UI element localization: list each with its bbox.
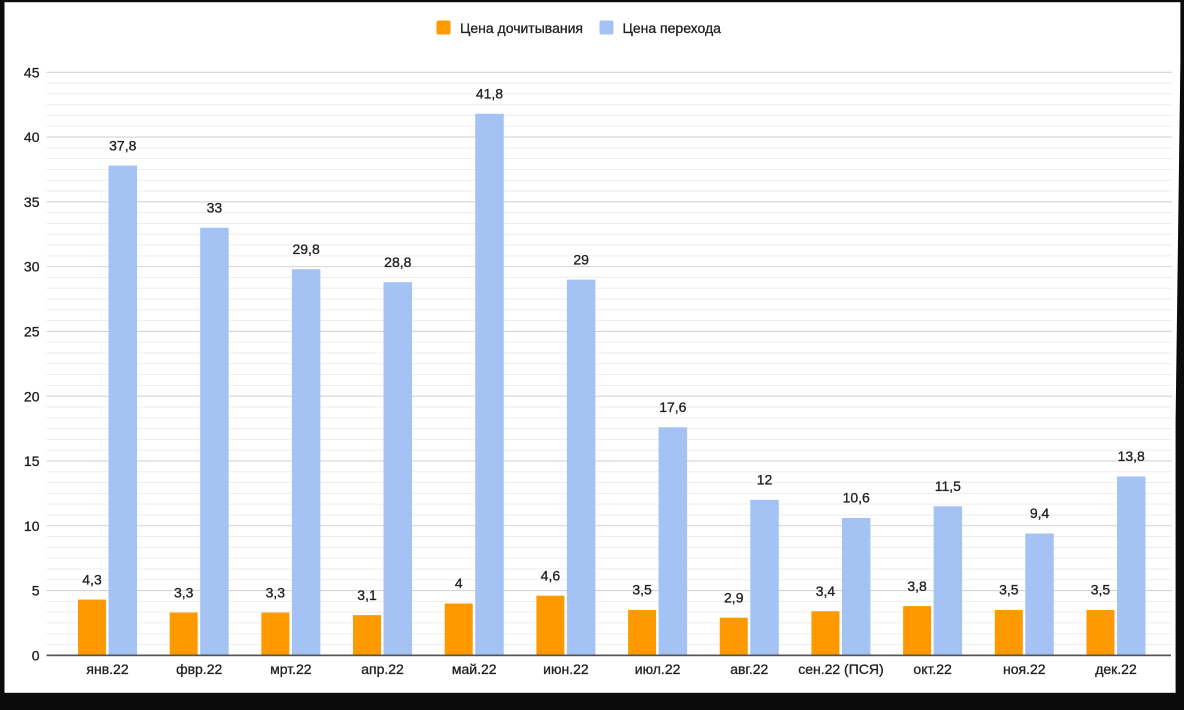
svg-text:12: 12 [757,472,773,488]
svg-text:фвр.22: фвр.22 [176,661,222,677]
svg-text:авг.22: авг.22 [730,661,768,677]
svg-text:3,3: 3,3 [174,584,194,600]
svg-text:10: 10 [24,518,40,534]
svg-text:25: 25 [24,324,40,340]
svg-text:4,6: 4,6 [541,567,561,583]
svg-text:мрт.22: мрт.22 [270,661,312,677]
svg-text:3,4: 3,4 [816,583,836,599]
svg-text:4: 4 [455,575,463,591]
svg-text:15: 15 [24,453,40,469]
svg-text:Цена перехода: Цена перехода [623,20,722,36]
svg-text:35: 35 [24,194,40,210]
svg-text:3,8: 3,8 [907,578,927,594]
svg-text:3,5: 3,5 [999,582,1019,598]
svg-text:20: 20 [24,388,40,404]
svg-text:30: 30 [24,259,40,275]
svg-text:45: 45 [24,64,40,80]
svg-text:май.22: май.22 [452,661,497,677]
svg-text:Цена дочитывания: Цена дочитывания [460,20,583,36]
svg-text:13,8: 13,8 [1118,448,1145,464]
svg-text:3,5: 3,5 [1091,582,1111,598]
svg-text:33: 33 [207,199,223,215]
svg-text:окт.22: окт.22 [913,661,952,677]
svg-text:сен.22 (ПСЯ): сен.22 (ПСЯ) [798,661,883,677]
svg-text:40: 40 [24,129,40,145]
svg-text:28,8: 28,8 [384,254,411,270]
svg-text:17,6: 17,6 [659,399,686,415]
svg-text:29: 29 [573,251,589,267]
svg-text:11,5: 11,5 [935,478,961,494]
svg-text:37,8: 37,8 [109,137,136,153]
svg-text:41,8: 41,8 [476,85,503,101]
svg-text:9,4: 9,4 [1030,505,1050,521]
svg-text:5: 5 [32,583,40,599]
svg-text:янв.22: янв.22 [86,661,128,677]
svg-text:3,1: 3,1 [357,587,377,603]
svg-text:0: 0 [32,647,40,663]
svg-text:дек.22: дек.22 [1095,661,1137,677]
svg-text:ноя.22: ноя.22 [1003,661,1046,677]
svg-text:2,9: 2,9 [724,589,744,605]
svg-text:июл.22: июл.22 [635,661,681,677]
svg-text:3,3: 3,3 [266,584,286,600]
svg-text:3,5: 3,5 [632,582,652,598]
svg-text:июн.22: июн.22 [543,661,589,677]
svg-text:4,3: 4,3 [82,571,102,587]
svg-text:29,8: 29,8 [292,241,319,257]
svg-text:апр.22: апр.22 [361,661,404,677]
svg-text:10,6: 10,6 [843,490,870,506]
